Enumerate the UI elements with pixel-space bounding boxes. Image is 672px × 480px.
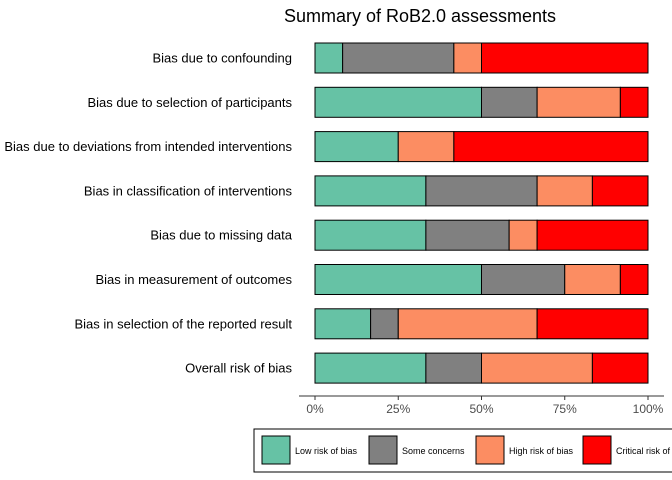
category-label: Bias due to missing data: [150, 228, 292, 243]
bar-segment-6-3: [564, 264, 621, 295]
bar-segment-5-2: [425, 219, 510, 251]
legend-swatch: [261, 435, 291, 465]
x-tick-label: 100%: [633, 402, 664, 416]
x-tick-label: 50%: [469, 402, 493, 416]
bar-segment-3-3: [397, 131, 455, 163]
bar-segment-4-3: [536, 175, 593, 207]
legend-swatch: [475, 435, 505, 465]
x-axis: 0% 25% 50% 75% 100%: [299, 395, 664, 416]
x-tick-label: 25%: [386, 402, 410, 416]
chart-title: Summary of RoB2.0 assessments: [284, 6, 556, 26]
category-label: Overall risk of bias: [185, 361, 292, 376]
bar-segment-8-2: [425, 352, 483, 384]
category-label: Bias in measurement of outcomes: [95, 272, 292, 287]
legend-label: High risk of bias: [509, 446, 574, 456]
legend: Low risk of bias Some concerns High risk o…: [253, 428, 672, 473]
bar-segment-8-1: [314, 352, 427, 384]
bar-segment-2-2: [481, 86, 538, 118]
bar-segment-7-4: [536, 308, 649, 340]
bar-segment-8-4: [591, 352, 649, 384]
bar-segment-4-4: [591, 175, 649, 207]
legend-swatch: [582, 435, 612, 465]
bar-segment-5-1: [314, 219, 427, 251]
bar-segment-2-3: [536, 86, 621, 118]
bar-segment-4-1: [314, 175, 427, 207]
bars-group: [314, 42, 649, 384]
legend-label: Low risk of bias: [295, 446, 358, 456]
bar-segment-7-1: [314, 308, 372, 340]
category-label: Bias due to selection of participants: [87, 95, 292, 110]
legend-label: Critical risk of bias: [616, 446, 672, 456]
bar-segment-1-3: [453, 42, 482, 74]
bar-segment-4-2: [425, 175, 538, 207]
category-labels: Bias due to confounding Bias due to selec…: [4, 51, 292, 376]
bar-segment-7-2: [370, 308, 399, 340]
x-tick-label: 0%: [306, 402, 324, 416]
bar-segment-2-1: [314, 86, 482, 118]
bar-segment-1-4: [481, 42, 649, 74]
bar-segment-8-3: [481, 352, 593, 384]
category-label: Bias in classification of interventions: [84, 183, 293, 198]
legend-swatch: [368, 435, 398, 465]
bar-segment-3-1: [314, 131, 399, 163]
bar-segment-6-2: [481, 264, 566, 295]
category-label: Bias in selection of the reported result: [74, 316, 292, 331]
category-label: Bias due to deviations from intended int…: [4, 139, 292, 154]
bar-segment-6-4: [619, 264, 649, 295]
bar-segment-7-3: [397, 308, 538, 340]
bar-segment-3-4: [453, 131, 649, 163]
x-tick-label: 75%: [553, 402, 577, 416]
bar-segment-1-2: [342, 42, 455, 74]
bar-segment-1-1: [314, 42, 344, 74]
bar-segment-5-4: [536, 219, 649, 251]
legend-label: Some concerns: [402, 446, 465, 456]
category-label: Bias due to confounding: [153, 51, 293, 66]
bar-segment-2-4: [619, 86, 649, 118]
bar-segment-6-1: [314, 264, 482, 295]
bar-segment-5-3: [508, 219, 538, 251]
